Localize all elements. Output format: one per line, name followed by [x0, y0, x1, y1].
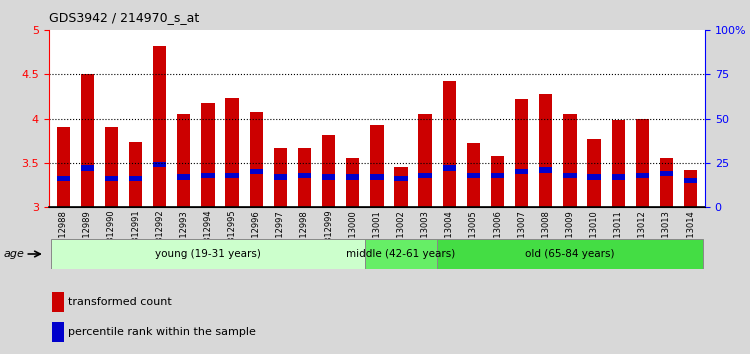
Text: transformed count: transformed count — [68, 297, 172, 307]
Bar — [419, 173, 432, 178]
Bar — [515, 169, 528, 175]
Bar — [322, 175, 335, 180]
FancyBboxPatch shape — [437, 239, 703, 269]
Bar — [153, 162, 166, 167]
Bar — [370, 125, 383, 207]
Bar — [466, 143, 480, 207]
FancyBboxPatch shape — [364, 239, 437, 269]
Text: GDS3942 / 214970_s_at: GDS3942 / 214970_s_at — [49, 11, 199, 24]
Bar — [466, 173, 480, 178]
Bar — [56, 176, 70, 181]
Bar — [105, 127, 118, 207]
Bar — [490, 156, 504, 207]
Bar — [684, 178, 698, 183]
Bar — [322, 135, 335, 207]
Bar — [52, 322, 64, 342]
Bar — [177, 175, 190, 180]
Bar — [611, 120, 625, 207]
Bar — [153, 46, 166, 207]
Bar — [587, 139, 601, 207]
Bar — [250, 113, 263, 207]
Bar — [129, 176, 142, 181]
Bar — [394, 167, 408, 207]
Bar — [563, 114, 577, 207]
Bar — [52, 292, 64, 312]
Bar — [129, 143, 142, 207]
Bar — [81, 74, 94, 207]
Bar — [226, 98, 238, 207]
Bar — [587, 175, 601, 180]
Bar — [346, 175, 359, 180]
Bar — [105, 176, 118, 181]
Bar — [201, 173, 214, 178]
Text: middle (42-61 years): middle (42-61 years) — [346, 249, 456, 259]
Bar — [298, 173, 311, 178]
Bar — [515, 99, 528, 207]
Text: percentile rank within the sample: percentile rank within the sample — [68, 327, 256, 337]
Bar — [636, 119, 649, 207]
Bar — [394, 176, 408, 181]
Bar — [177, 114, 190, 207]
Bar — [563, 173, 577, 178]
Text: old (65-84 years): old (65-84 years) — [525, 249, 615, 259]
FancyBboxPatch shape — [51, 239, 364, 269]
Bar — [274, 148, 287, 207]
Bar — [539, 167, 553, 173]
Bar — [660, 171, 673, 176]
Bar — [56, 127, 70, 207]
Text: young (19-31 years): young (19-31 years) — [155, 249, 261, 259]
Bar — [636, 173, 649, 178]
Bar — [201, 103, 214, 207]
Bar — [346, 159, 359, 207]
Bar — [490, 173, 504, 178]
Bar — [298, 148, 311, 207]
Bar — [442, 81, 456, 207]
Bar — [660, 159, 673, 207]
Bar — [250, 169, 263, 175]
Bar — [370, 175, 383, 180]
Bar — [274, 175, 287, 180]
Bar — [539, 94, 553, 207]
Text: age: age — [4, 249, 25, 259]
Bar — [684, 170, 698, 207]
Bar — [611, 175, 625, 180]
Bar — [419, 114, 432, 207]
Bar — [226, 173, 238, 178]
Bar — [81, 165, 94, 171]
Bar — [442, 165, 456, 171]
